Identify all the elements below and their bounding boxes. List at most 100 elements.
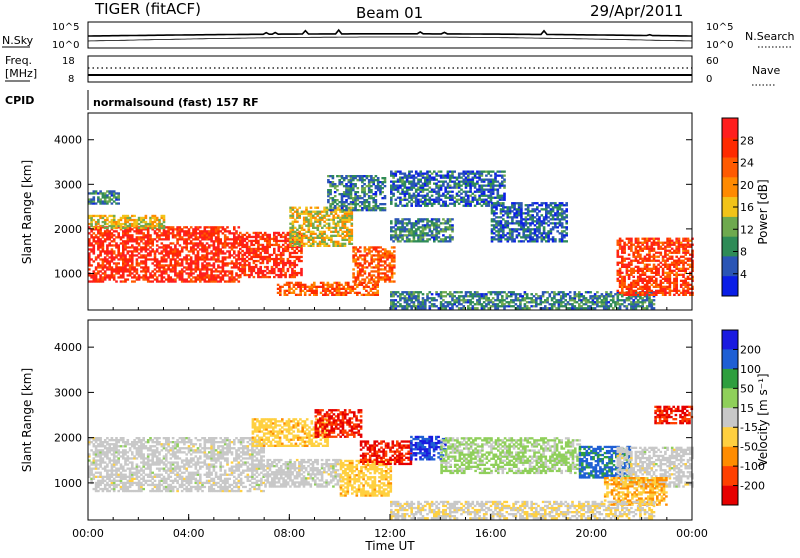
- data-cell: [108, 242, 111, 244]
- data-cell: [628, 240, 631, 242]
- data-cell: [266, 262, 269, 264]
- data-cell: [648, 256, 651, 258]
- data-cell: [111, 225, 114, 227]
- data-cell: [244, 244, 247, 246]
- data-cell: [431, 230, 434, 232]
- data-cell: [262, 238, 265, 240]
- data-cell: [419, 201, 422, 203]
- data-cell: [341, 199, 344, 201]
- data-cell: [341, 227, 344, 229]
- data-cell: [447, 218, 450, 220]
- data-cell: [384, 179, 387, 181]
- data-cell: [404, 305, 407, 307]
- data-cell: [352, 209, 355, 211]
- data-cell: [183, 266, 186, 268]
- data-cell: [512, 293, 515, 295]
- data-cell: [158, 234, 161, 236]
- data-cell: [241, 242, 244, 244]
- data-cell: [497, 191, 500, 193]
- data-cell: [419, 303, 422, 305]
- data-cell: [235, 254, 238, 256]
- data-cell: [495, 216, 498, 218]
- data-cell: [239, 252, 242, 254]
- data-cell: [389, 252, 392, 254]
- data-cell: [386, 254, 389, 256]
- data-cell: [401, 179, 404, 181]
- data-cell: [343, 177, 346, 179]
- data-cell: [264, 274, 267, 276]
- data-cell: [284, 246, 287, 248]
- data-cell: [395, 173, 398, 175]
- data-cell: [401, 224, 404, 226]
- data-cell: [156, 250, 159, 252]
- data-cell: [344, 213, 347, 215]
- data-cell: [284, 248, 287, 250]
- data-cell: [204, 246, 207, 248]
- data-cell: [646, 260, 649, 262]
- data-cell: [111, 248, 114, 250]
- data-cell: [305, 235, 308, 237]
- data-cell: [140, 254, 143, 256]
- data-cell: [525, 204, 528, 206]
- data-cell: [140, 262, 143, 264]
- nave-label: Nave: [752, 64, 780, 77]
- data-cell: [328, 229, 331, 231]
- data-cell: [359, 205, 362, 207]
- data-cell: [151, 276, 154, 278]
- data-cell: [176, 252, 179, 254]
- data-cell: [241, 250, 244, 252]
- data-cell: [271, 268, 274, 270]
- data-cell: [429, 179, 432, 181]
- data-cell: [442, 185, 445, 187]
- data-cell: [639, 280, 642, 282]
- data-cell: [246, 246, 249, 248]
- data-cell: [190, 270, 193, 272]
- data-cell: [519, 301, 522, 303]
- data-cell: [520, 224, 523, 226]
- data-cell: [458, 173, 461, 175]
- data-cell: [637, 252, 640, 254]
- data-cell: [352, 268, 355, 270]
- data-cell: [474, 295, 477, 297]
- data-cell: [278, 248, 281, 250]
- data-cell: [563, 216, 566, 218]
- data-cell: [408, 228, 411, 230]
- data-cell: [248, 262, 251, 264]
- data-cell: [140, 256, 143, 258]
- data-cell: [197, 250, 200, 252]
- data-cell: [511, 218, 514, 220]
- data-cell: [140, 221, 143, 223]
- data-cell: [552, 236, 555, 238]
- data-cell: [106, 234, 109, 236]
- data-cell: [426, 240, 429, 242]
- data-cell: [336, 175, 339, 177]
- data-cell: [124, 227, 127, 229]
- data-cell: [375, 179, 378, 181]
- data-cell: [217, 236, 220, 238]
- data-cell: [413, 177, 416, 179]
- data-cell: [352, 199, 355, 201]
- data-cell: [384, 262, 387, 264]
- data-cell: [262, 274, 265, 276]
- data-cell: [554, 212, 557, 214]
- data-cell: [185, 254, 188, 256]
- data-cell: [481, 189, 484, 191]
- data-cell: [456, 305, 459, 307]
- data-cell: [641, 248, 644, 250]
- data-cell: [145, 234, 148, 236]
- data-cell: [201, 266, 204, 268]
- data-cell: [422, 301, 425, 303]
- data-cell: [408, 201, 411, 203]
- data-cell: [534, 216, 537, 218]
- data-cell: [605, 303, 608, 305]
- data-cell: [264, 276, 267, 278]
- data-cell: [372, 177, 375, 179]
- data-cell: [224, 258, 227, 260]
- data-cell: [493, 224, 496, 226]
- data-cell: [317, 245, 320, 247]
- data-cell: [330, 239, 333, 241]
- data-cell: [231, 232, 234, 234]
- data-cell: [617, 252, 620, 254]
- data-cell: [222, 258, 225, 260]
- data-cell: [282, 262, 285, 264]
